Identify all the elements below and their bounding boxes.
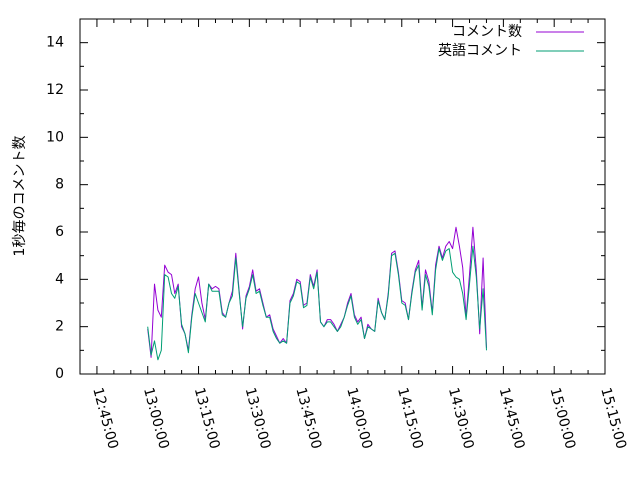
legend-label-series-2: 英語コメント: [438, 42, 522, 59]
series-layer: [147, 226, 487, 361]
series-line-2: [147, 245, 487, 361]
y-axis-label: 1秒毎のコメント数: [12, 136, 28, 257]
legend-label-series-1: コメント数: [452, 24, 522, 40]
plot-frame: [79, 18, 606, 375]
y-tick-label: 6: [55, 224, 64, 240]
y-tick-label: 10: [46, 129, 64, 145]
y-tick-label: 8: [55, 177, 64, 193]
y-tick-label: 14: [46, 35, 64, 51]
legend: コメント数 英語コメント: [438, 24, 584, 59]
y-tick-label: 4: [55, 271, 64, 287]
y-tick-label: 2: [55, 319, 64, 335]
y-tick-label: 0: [55, 366, 64, 382]
y-tick-label: 12: [46, 82, 64, 98]
